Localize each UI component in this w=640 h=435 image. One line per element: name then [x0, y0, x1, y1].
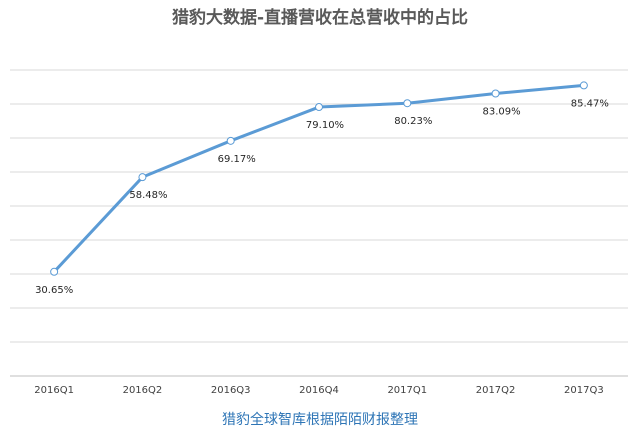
- x-tick-label: 2016Q1: [34, 385, 74, 396]
- data-label: 85.47%: [571, 98, 609, 109]
- data-point: [403, 99, 412, 108]
- data-point: [491, 89, 500, 98]
- data-point: [579, 81, 588, 90]
- x-tick-label: 2016Q4: [299, 385, 339, 396]
- data-label: 58.48%: [129, 190, 167, 201]
- x-tick-label: 2017Q2: [476, 385, 516, 396]
- data-point: [138, 173, 147, 182]
- data-label: 79.10%: [306, 120, 344, 131]
- x-tick-label: 2017Q1: [387, 385, 427, 396]
- data-label: 80.23%: [394, 116, 432, 127]
- x-tick-label: 2016Q3: [211, 385, 251, 396]
- data-label: 30.65%: [35, 285, 73, 296]
- data-point: [226, 136, 235, 145]
- data-point: [315, 103, 323, 112]
- data-label: 83.09%: [483, 106, 521, 117]
- x-tick-label: 2016Q2: [123, 385, 163, 396]
- x-tick-label: 2017Q3: [564, 385, 604, 396]
- data-point: [50, 267, 59, 276]
- chart-title: 猎豹大数据-直播营收在总营收中的占比: [172, 7, 468, 28]
- data-label: 69.17%: [218, 154, 256, 165]
- source-note: 猎豹全球智库根据陌陌财报整理: [222, 411, 418, 428]
